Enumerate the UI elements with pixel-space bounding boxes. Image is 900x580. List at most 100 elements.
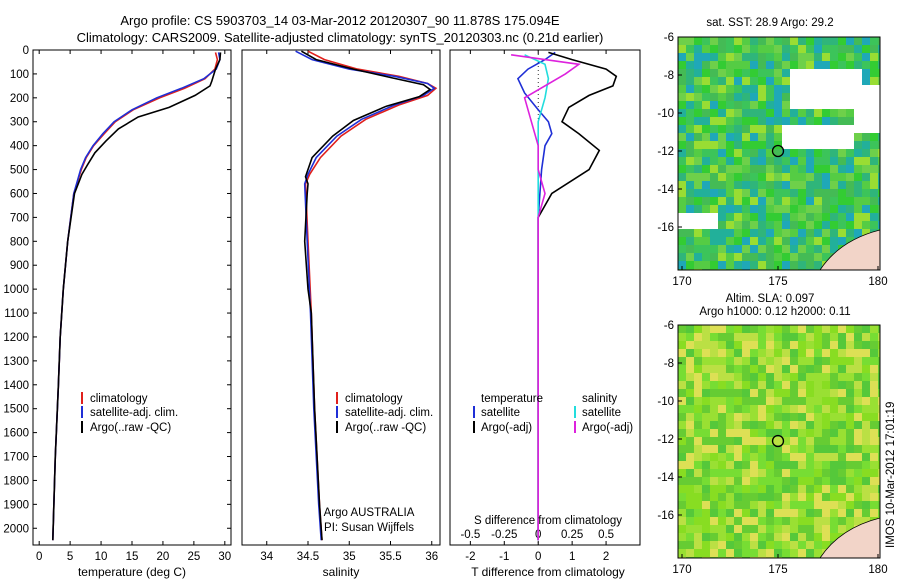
map-cell (814, 429, 822, 437)
map-cell (830, 173, 838, 181)
map-cell (862, 333, 870, 341)
map-cell (718, 77, 726, 85)
map-cell (790, 517, 798, 525)
map-cell (798, 189, 806, 197)
map-cell (678, 141, 686, 149)
map-cell (766, 45, 774, 53)
map-cell (686, 389, 694, 397)
map-cell (782, 61, 790, 69)
map-cell (742, 533, 750, 541)
map-cell (822, 69, 830, 77)
map-cell (750, 101, 758, 109)
map-cell (814, 525, 822, 533)
map-cell (726, 525, 734, 533)
map-cell (742, 485, 750, 493)
map-cell (750, 93, 758, 101)
map-cell (854, 229, 862, 237)
map-cell (766, 261, 774, 269)
map-cell (718, 245, 726, 253)
map-cell (830, 373, 838, 381)
xtick-label: 35.5 (379, 551, 401, 563)
ytick-label: 1200 (3, 332, 29, 344)
map-cell (838, 181, 846, 189)
map-cell (790, 229, 798, 237)
map-cell (766, 341, 774, 349)
map-cell (758, 253, 766, 261)
map-cell (734, 213, 742, 221)
map-cell (830, 117, 838, 125)
map-cell (878, 197, 880, 205)
map-cell (766, 165, 774, 173)
map-cell (718, 237, 726, 245)
map-cell (782, 165, 790, 173)
map-cell (726, 437, 734, 445)
map-cell (702, 181, 710, 189)
map-cell (774, 445, 782, 453)
map-cell (702, 125, 710, 133)
map-cell (758, 37, 766, 45)
map-cell (798, 37, 806, 45)
map-cell (734, 109, 742, 117)
map-cell (806, 157, 814, 165)
map-cell (822, 205, 830, 213)
map-cell (862, 501, 870, 509)
map-cell (830, 213, 838, 221)
series-line-salinity-argo-adj- (510, 54, 582, 541)
map-cell (798, 181, 806, 189)
map-cell (750, 117, 758, 125)
sst-map-frame (677, 36, 881, 271)
map-cell (678, 181, 686, 189)
map-cell (726, 493, 734, 501)
map-cell (814, 373, 822, 381)
map-cell (862, 61, 870, 69)
map-cell (774, 93, 782, 101)
xtick-top-label: -0.5 (460, 529, 480, 541)
map-cell (798, 205, 806, 213)
map-cell (758, 533, 766, 541)
map-cell (806, 189, 814, 197)
map-cell (878, 205, 880, 213)
map-cell (830, 341, 838, 349)
map-cell (758, 181, 766, 189)
map-cell (814, 221, 822, 229)
map-cell (862, 485, 870, 493)
map-cell (678, 157, 686, 165)
map-cell (718, 373, 726, 381)
map-cell (742, 173, 750, 181)
map-cell (814, 245, 822, 253)
map-cell (678, 445, 686, 453)
map-cell (838, 173, 846, 181)
map-cell (846, 517, 854, 525)
map-cell (686, 437, 694, 445)
map-cell (694, 125, 702, 133)
map-cell (734, 493, 742, 501)
map-cell (854, 349, 862, 357)
map-cell (830, 157, 838, 165)
map-cell (870, 397, 878, 405)
map-cell (774, 237, 782, 245)
map-cell (822, 533, 830, 541)
map-cell (694, 237, 702, 245)
map-cell (742, 37, 750, 45)
map-cell (838, 109, 846, 117)
map-cell (766, 77, 774, 85)
map-cell (718, 221, 726, 229)
map-cell (822, 421, 830, 429)
map-cell (870, 437, 878, 445)
map-cell (758, 421, 766, 429)
map-cell (710, 453, 718, 461)
map-cell (830, 181, 838, 189)
map-cell (750, 405, 758, 413)
map-cell (814, 85, 822, 93)
map-cell (758, 445, 766, 453)
map-cell (718, 445, 726, 453)
map-cell (782, 181, 790, 189)
map-cell (806, 221, 814, 229)
map-cell (702, 149, 710, 157)
map-cell (854, 197, 862, 205)
map-cell (734, 453, 742, 461)
map-cell (798, 413, 806, 421)
map-cell (806, 389, 814, 397)
map-cell (678, 189, 686, 197)
map-cell (878, 77, 880, 85)
